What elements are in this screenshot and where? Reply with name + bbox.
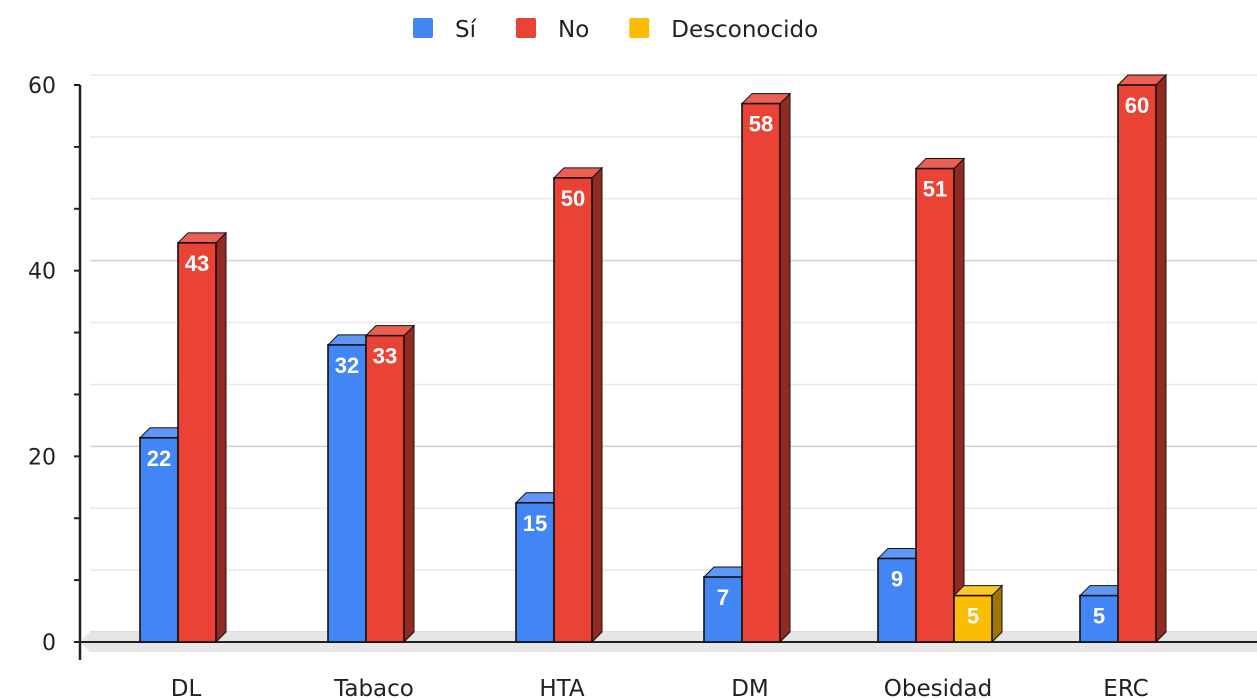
x-tick-label: Obesidad (884, 676, 993, 699)
y-tick-label: 0 (42, 631, 56, 656)
legend-label: Sí (455, 17, 477, 43)
data-label: 32 (335, 353, 359, 378)
bar-no-erc: 60 (1116, 73, 1168, 644)
legend-label: No (558, 17, 589, 43)
data-label: 5 (1093, 604, 1105, 629)
y-tick-label: 40 (28, 260, 56, 285)
legend-swatch (413, 18, 433, 38)
x-tick-label: DM (731, 676, 769, 699)
y-tick-label: 20 (28, 445, 56, 470)
bar-desconocido-obesidad: 5 (952, 584, 1004, 644)
legend-item-desconocido: Desconocido (629, 17, 818, 43)
x-tick-label: ERC (1103, 676, 1148, 699)
y-axis: 0 20 40 60 (28, 74, 82, 660)
legend-item-no: No (516, 17, 589, 43)
bar-no-hta: 50 (552, 166, 604, 644)
x-tick-label: DL (171, 676, 202, 699)
x-tick-label: Tabaco (333, 676, 414, 699)
bar-no-tabaco: 33 (364, 324, 416, 644)
legend-label: Desconocido (671, 17, 818, 43)
data-label: 22 (147, 446, 171, 471)
y-tick-label: 60 (28, 74, 56, 99)
x-tick-label: HTA (539, 676, 585, 699)
legend-swatch (629, 18, 650, 38)
legend-swatch (516, 18, 536, 38)
legend: Sí No Desconocido (413, 17, 818, 43)
data-label: 50 (561, 186, 585, 211)
bar-no-dl: 43 (176, 231, 228, 644)
data-label: 33 (373, 344, 397, 369)
x-tick-labels: DL Tabaco HTA DM Obesidad ERC (171, 676, 1149, 699)
bar-no-obesidad: 51 (914, 157, 966, 644)
data-label: 60 (1125, 93, 1149, 118)
data-label: 58 (749, 112, 773, 137)
legend-item-s-: Sí (413, 17, 477, 43)
data-label: 43 (185, 251, 209, 276)
bar-no-dm: 58 (740, 92, 792, 644)
data-label: 7 (717, 585, 729, 610)
data-label: 5 (967, 604, 979, 629)
data-label: 9 (891, 566, 903, 591)
data-label: 51 (923, 177, 947, 202)
bars: 22 43 32 33 15 50 7 58 9 51 5 5 60 (138, 73, 1168, 644)
data-label: 15 (523, 511, 547, 536)
gridlines (90, 74, 1257, 633)
